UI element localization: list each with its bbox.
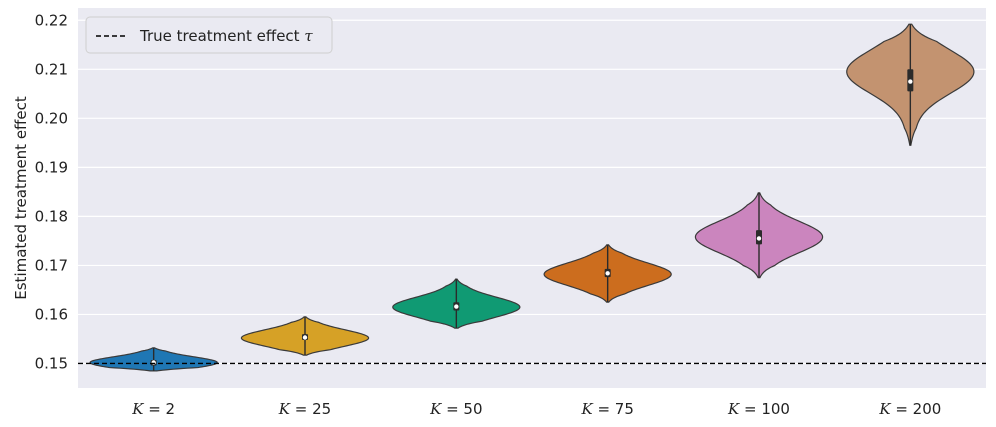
x-tick-label-var: K <box>278 400 291 418</box>
x-tick-label: K = 2 <box>131 400 175 418</box>
x-tick-label-value: = 75 <box>593 400 634 418</box>
y-tick-label: 0.17 <box>35 256 68 274</box>
legend-label: True treatment effect τ <box>139 27 313 45</box>
y-tick-label: 0.16 <box>35 305 68 323</box>
y-axis-title: Estimated treatment effect <box>12 96 30 300</box>
y-tick-label: 0.21 <box>35 60 68 78</box>
violin-median <box>605 271 610 276</box>
plot-area <box>78 8 986 388</box>
violin-median <box>756 236 762 241</box>
y-tick-label: 0.15 <box>35 354 68 372</box>
x-tick-label-value: = 100 <box>739 400 790 418</box>
x-tick-label: K = 50 <box>429 400 482 418</box>
legend-label-text: True treatment effect <box>139 27 304 45</box>
violin-median <box>454 304 459 309</box>
x-tick-label-var: K <box>131 400 144 418</box>
violin-median <box>302 335 308 340</box>
x-tick-label-var: K <box>878 400 891 418</box>
violins <box>89 23 975 372</box>
x-tick-label-value: = 2 <box>143 400 175 418</box>
y-tick-label: 0.18 <box>35 207 68 225</box>
x-tick-label: K = 75 <box>580 400 633 418</box>
x-tick-label-value: = 50 <box>441 400 482 418</box>
legend: True treatment effect τ <box>85 16 333 54</box>
x-tick-label-value: = 25 <box>290 400 331 418</box>
x-tick-label-var: K <box>727 400 740 418</box>
violin-median <box>908 79 913 84</box>
x-tick-label-value: = 200 <box>891 400 942 418</box>
y-tick-label: 0.19 <box>35 158 68 176</box>
legend-label-symbol: τ <box>304 27 313 45</box>
legend-box <box>85 16 333 54</box>
x-tick-label: K = 100 <box>727 400 790 418</box>
y-tick-label: 0.22 <box>35 11 68 29</box>
x-tick-label: K = 25 <box>278 400 331 418</box>
y-tick-labels: 0.15 0.16 0.17 0.18 0.19 0.20 0.21 0.22 <box>35 11 68 372</box>
x-tick-label: K = 200 <box>878 400 941 418</box>
x-tick-label-var: K <box>429 400 442 418</box>
y-tick-label: 0.20 <box>35 109 68 127</box>
x-tick-label-var: K <box>580 400 593 418</box>
